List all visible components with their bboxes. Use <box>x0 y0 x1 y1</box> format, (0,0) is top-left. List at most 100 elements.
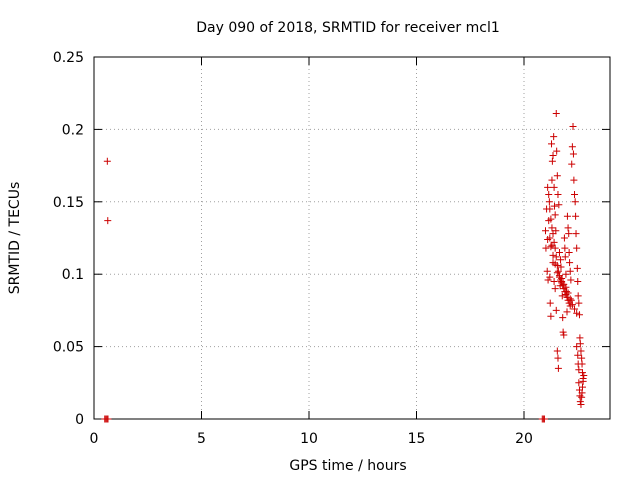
data-point <box>574 292 582 300</box>
data-point <box>553 172 561 180</box>
data-point <box>559 328 567 336</box>
data-point <box>549 151 557 159</box>
data-point <box>578 383 586 391</box>
data-point <box>567 276 575 284</box>
data-point <box>545 198 553 206</box>
data-point <box>563 212 571 220</box>
y-tick-label: 0 <box>75 412 84 428</box>
data-point <box>557 276 565 284</box>
data-point <box>548 157 556 165</box>
data-point <box>548 140 556 148</box>
data-point <box>550 133 558 141</box>
data-point <box>564 289 572 297</box>
data-point <box>563 308 571 316</box>
data-point <box>561 244 569 252</box>
data-point <box>577 347 585 355</box>
data-point <box>565 230 573 238</box>
data-point <box>577 401 585 409</box>
data-point <box>560 234 568 242</box>
data-point <box>572 212 580 220</box>
y-tick-label: 0.25 <box>53 50 84 66</box>
data-point <box>573 309 581 317</box>
plot-frame <box>93 56 611 420</box>
data-point <box>554 364 562 372</box>
data-point <box>548 176 556 184</box>
data-point <box>554 267 562 275</box>
data-point <box>574 277 582 285</box>
data-point <box>559 282 567 290</box>
chart-title: Day 090 of 2018, SRMTID for receiver mcl… <box>196 20 500 36</box>
data-point <box>574 351 582 359</box>
data-point <box>549 230 557 238</box>
data-point <box>554 191 562 199</box>
data-point <box>558 292 566 300</box>
data-point <box>542 244 550 252</box>
data-point <box>564 224 572 232</box>
data-point <box>578 369 586 377</box>
data-point <box>555 248 563 256</box>
data-point <box>579 377 587 385</box>
data-point <box>580 372 588 380</box>
data-point <box>568 143 576 151</box>
y-tick-label: 0.1 <box>62 267 84 283</box>
data-point <box>568 160 576 168</box>
data-point <box>553 347 561 355</box>
axis-ticks: 0 0.05 0.1 0.15 0.2 0.25 0 5 10 15 20 <box>53 50 610 447</box>
y-axis-label: SRMTID / TECUs <box>7 182 23 295</box>
data-point <box>566 267 574 275</box>
data-points <box>101 109 588 423</box>
data-point <box>571 305 579 313</box>
data-point <box>550 238 558 246</box>
data-point <box>547 312 555 320</box>
data-point <box>558 275 566 283</box>
x-axis-label: GPS time / hours <box>289 458 406 474</box>
data-point <box>573 264 581 272</box>
data-point <box>550 277 558 285</box>
data-point <box>104 217 112 225</box>
data-point <box>576 398 584 406</box>
grid-lines <box>94 57 610 419</box>
data-point <box>546 299 554 307</box>
data-point <box>562 283 570 291</box>
data-point <box>565 248 573 256</box>
y-tick-label: 0.05 <box>53 340 84 356</box>
data-point <box>540 415 548 423</box>
data-point <box>103 157 111 165</box>
data-point <box>565 299 573 307</box>
x-tick-label: 10 <box>300 431 318 447</box>
data-point <box>572 230 580 238</box>
data-point <box>553 147 561 155</box>
data-point <box>546 234 554 242</box>
x-tick-label: 0 <box>90 431 99 447</box>
data-point <box>550 183 558 191</box>
data-point <box>552 109 560 117</box>
data-point <box>552 306 560 314</box>
data-point <box>570 176 578 184</box>
x-tick-label: 15 <box>408 431 426 447</box>
data-point <box>544 183 552 191</box>
data-point <box>551 202 559 210</box>
data-point <box>551 260 559 268</box>
data-point <box>542 227 549 235</box>
data-point <box>554 354 562 362</box>
data-point <box>545 191 553 199</box>
data-point <box>574 360 582 368</box>
data-point <box>543 267 551 275</box>
data-point <box>560 331 568 339</box>
data-point <box>569 150 577 158</box>
data-point <box>563 293 571 301</box>
data-point <box>551 244 559 252</box>
data-point <box>555 201 563 209</box>
x-tick-label: 5 <box>197 431 206 447</box>
y-tick-label: 0.15 <box>53 195 84 211</box>
data-point <box>573 244 581 252</box>
data-point <box>546 205 554 213</box>
y-tick-label: 0.2 <box>62 122 84 138</box>
data-point <box>552 253 560 261</box>
data-point <box>575 299 583 307</box>
data-point <box>562 270 570 278</box>
data-point <box>571 191 579 199</box>
data-point <box>546 273 554 281</box>
